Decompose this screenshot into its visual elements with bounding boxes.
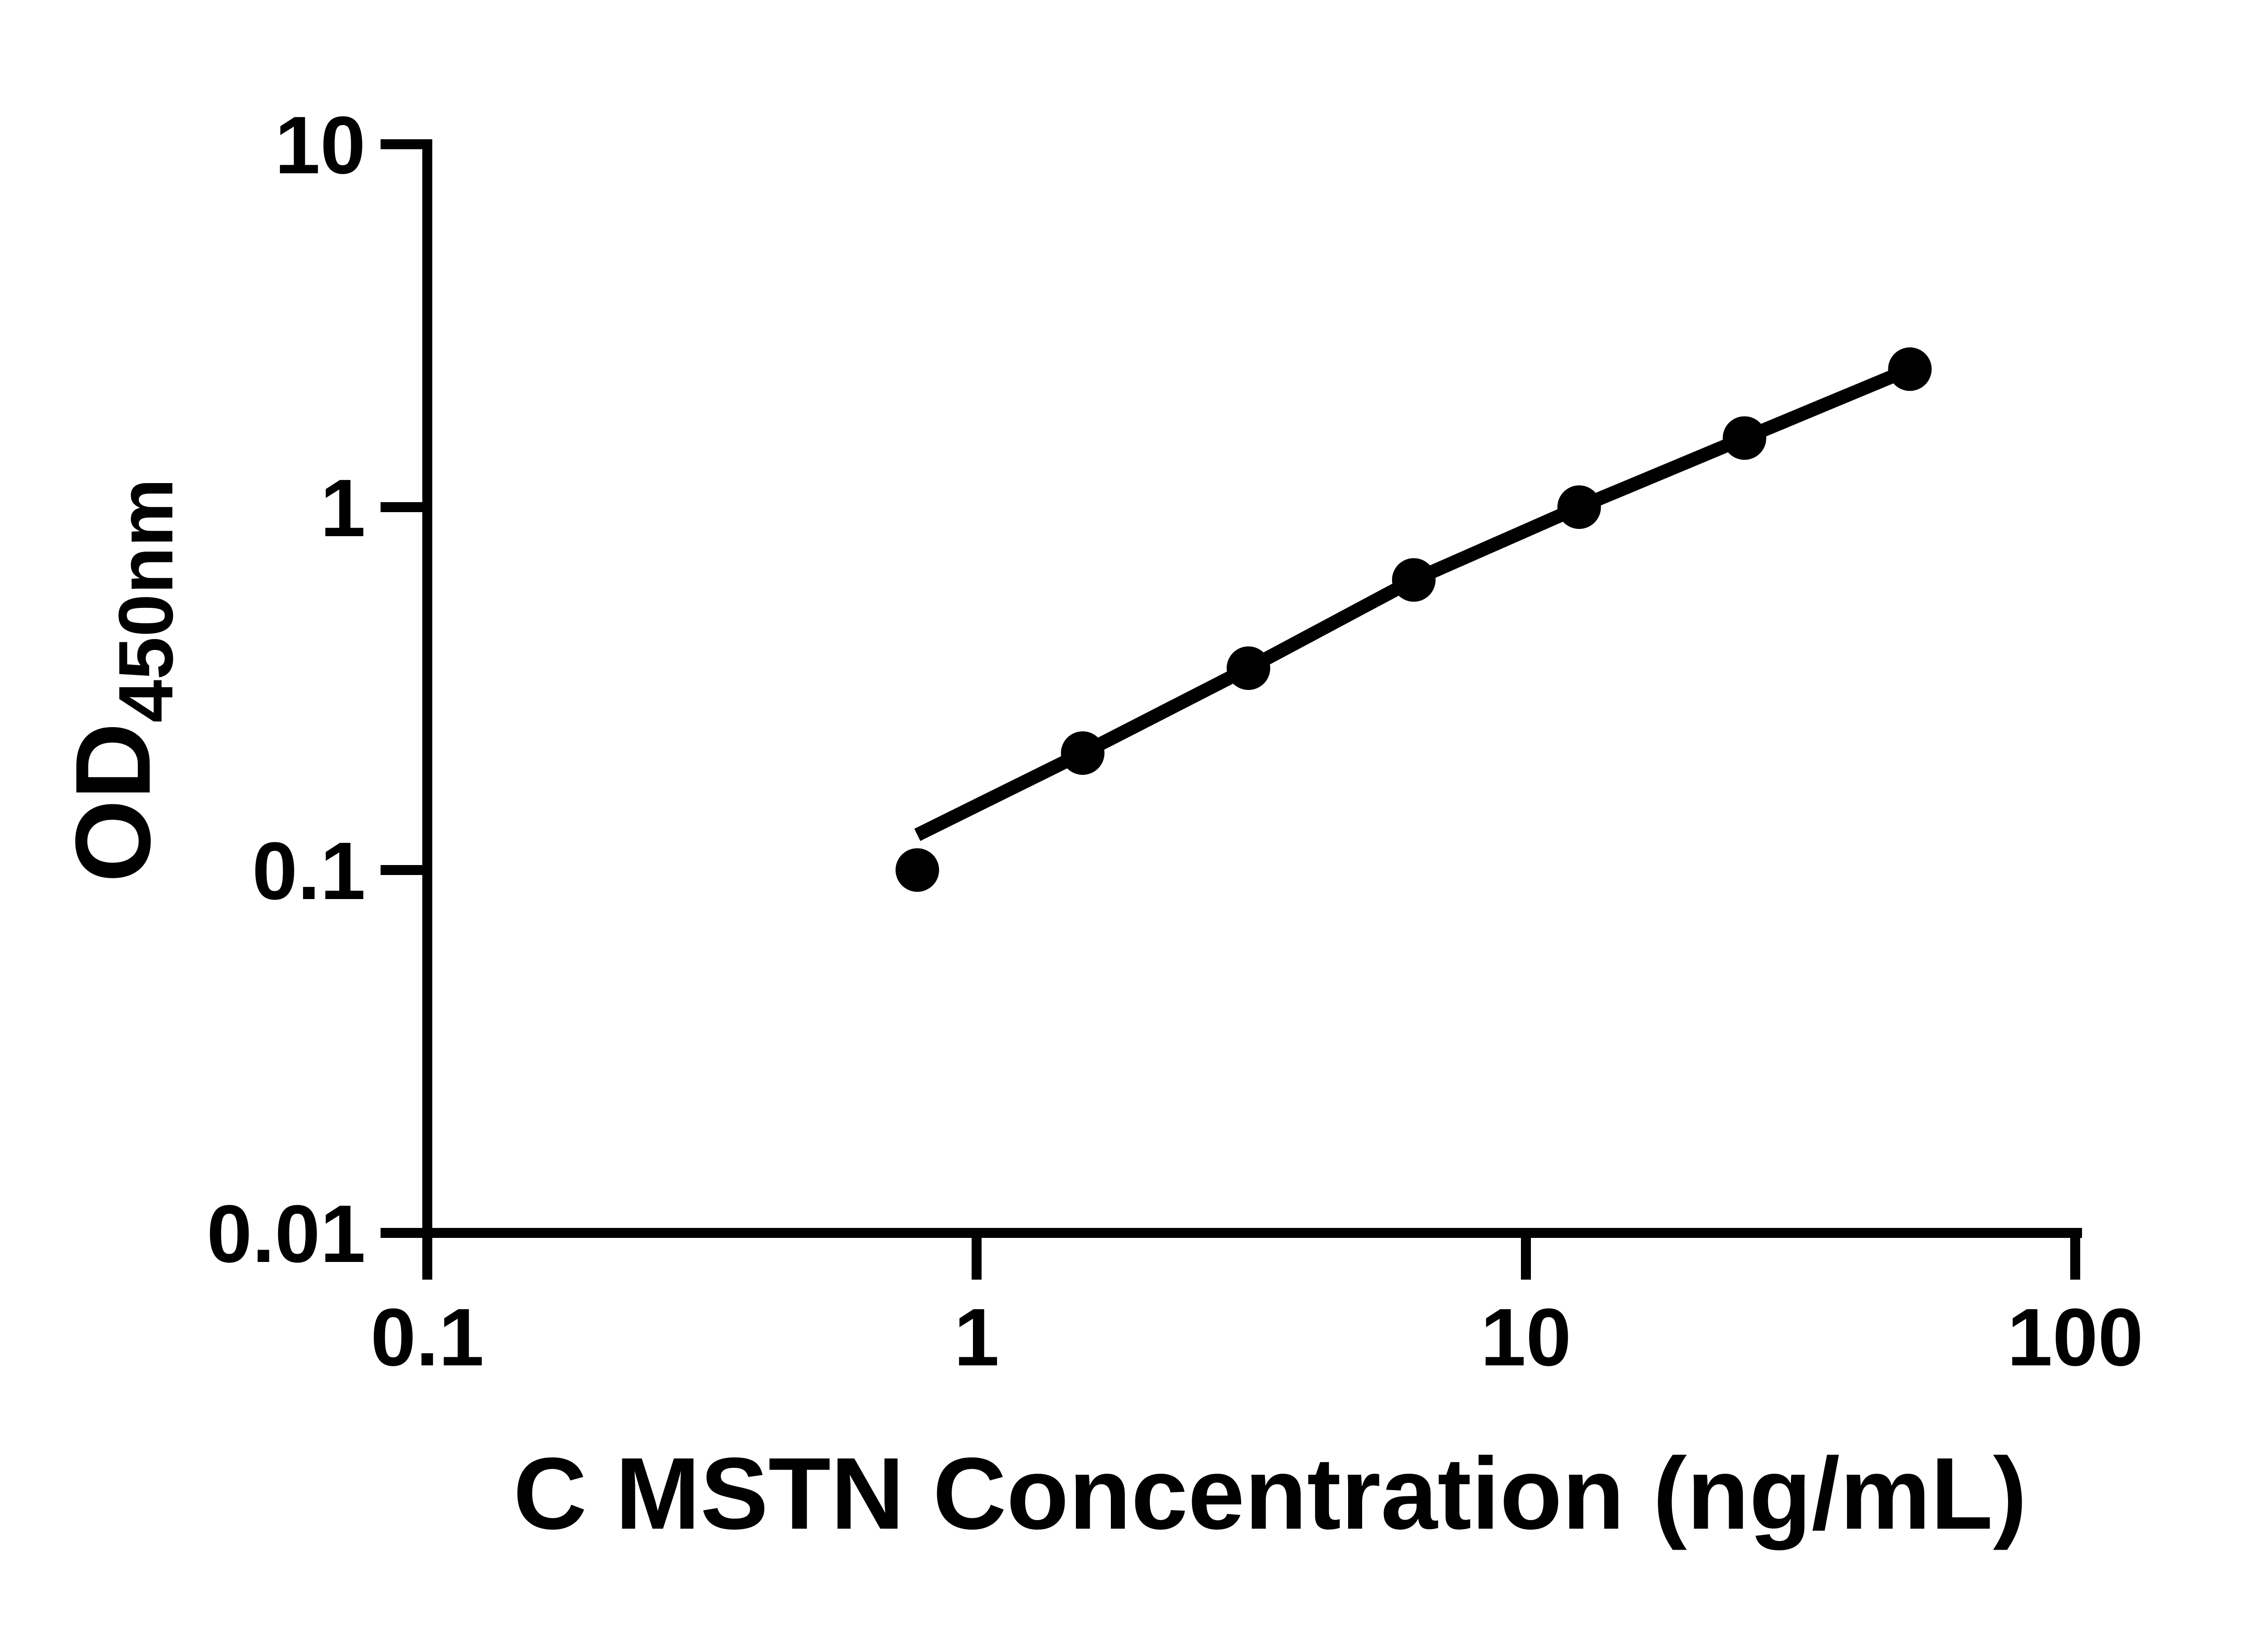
y-tick-label: 0.1 [252, 826, 366, 917]
y-tick-label: 0.01 [207, 1188, 366, 1280]
data-point [1227, 646, 1271, 690]
x-tick-label: 0.1 [371, 1292, 484, 1383]
y-axis-title-main: OD [53, 723, 172, 883]
data-point [1392, 558, 1436, 602]
y-axis-title-subscript: 450nm [103, 478, 189, 723]
plot-group [895, 347, 1932, 892]
data-point [1557, 485, 1601, 529]
x-tick-label: 1 [954, 1292, 999, 1383]
data-point [895, 848, 939, 892]
data-point [1722, 416, 1766, 460]
data-point [1888, 347, 1932, 391]
x-tick-label: 100 [2007, 1292, 2143, 1383]
x-tick-label: 10 [1481, 1292, 1571, 1383]
y-tick-label: 10 [275, 100, 366, 191]
data-point [1061, 731, 1105, 775]
x-axis-title: C MSTN Concentration (ng/mL) [513, 1436, 2027, 1550]
y-tick-label: 1 [320, 463, 366, 554]
y-axis-title: OD450nm [53, 478, 189, 882]
